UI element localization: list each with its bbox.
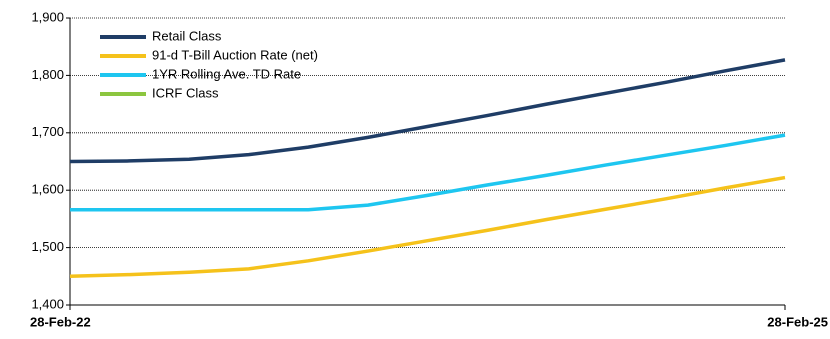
legend-label: ICRF Class (152, 85, 219, 100)
y-tick-label: 1,700 (31, 124, 64, 139)
legend-label: 91-d T-Bill Auction Rate (net) (152, 47, 318, 62)
series-line (70, 133, 786, 212)
y-tick-label: 1,600 (31, 182, 64, 197)
legend-label: Retail Class (152, 28, 222, 43)
x-tick-label: 28-Feb-22 (30, 314, 91, 329)
legend-label: 1YR Rolling Ave. TD Rate (152, 66, 301, 81)
series-line (69, 175, 786, 279)
y-tick-label: 1,900 (31, 9, 64, 24)
y-tick-label: 1,500 (31, 239, 64, 254)
y-tick-label: 1,400 (31, 296, 64, 311)
series-line (69, 58, 786, 164)
x-tick-label: 28-Feb-25 (767, 314, 828, 329)
y-tick-label: 1,800 (31, 67, 64, 82)
